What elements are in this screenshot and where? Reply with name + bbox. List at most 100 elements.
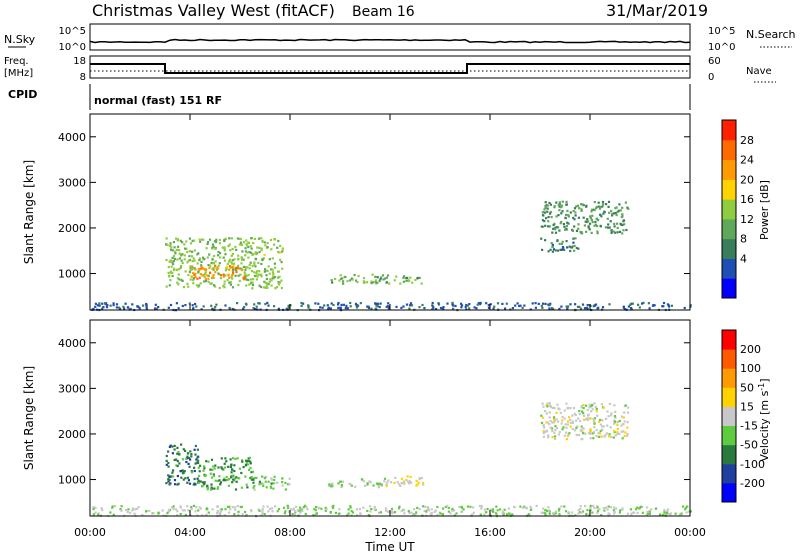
velocity-cell-6-85 <box>544 513 547 516</box>
power-cell-0-250 <box>210 282 213 285</box>
velocity-cell-6-54 <box>449 512 452 515</box>
power-cell-0-352 <box>188 250 191 253</box>
velocity-cell-6-299 <box>669 513 672 516</box>
power-cell-0-92 <box>260 273 263 276</box>
power-cell-0-41 <box>230 261 233 264</box>
velocity-cell-6-344 <box>472 506 475 509</box>
velocity-cell-0-39 <box>175 458 178 461</box>
velocity-cell-6-353 <box>478 504 482 508</box>
velocity-cell-1-97 <box>252 481 255 484</box>
velocity-cell-4-7 <box>422 481 425 484</box>
power-cell-3-33 <box>574 214 577 217</box>
velocity-cell-6-280 <box>137 506 140 509</box>
power-cell-1-35 <box>194 268 197 271</box>
velocity-cell-5-38 <box>561 415 564 419</box>
power-cell-5-74 <box>142 304 145 307</box>
power-cell-0-348 <box>170 260 173 263</box>
power-cell-5-233 <box>409 302 413 305</box>
velocity-cell-6-72 <box>270 507 274 510</box>
power-cell-3-174 <box>617 209 620 212</box>
power-cell-0-389 <box>223 239 226 243</box>
power-cell-5-296 <box>342 303 345 306</box>
power-cell-5-87 <box>154 307 157 310</box>
power-cell-2-45 <box>370 282 373 285</box>
velocity-cell-5-44 <box>616 431 619 434</box>
velocity-cell-6-391 <box>430 513 433 516</box>
power-cell-5-54 <box>122 305 125 308</box>
power-cell-3-158 <box>544 211 547 214</box>
velocity-cell-6-314 <box>379 511 382 514</box>
velocity-cell-6-171 <box>111 505 114 508</box>
power-cell-0-166 <box>198 238 201 241</box>
power-cell-0-404 <box>253 261 256 264</box>
power-cell-5-295 <box>395 305 398 308</box>
power-cell-0-298 <box>260 237 263 240</box>
velocity-cell-5-20 <box>595 429 598 432</box>
power-cell-0-345 <box>227 260 231 263</box>
velocity-cell-6-237 <box>579 505 582 508</box>
velocity-cell-6-446 <box>157 511 160 514</box>
velocity-cell-1-16 <box>231 481 234 484</box>
power-cell-3-133 <box>573 207 577 210</box>
velocity-cell-1-30 <box>252 477 255 480</box>
power-cell-0-320 <box>251 252 254 256</box>
power-cell-5-312 <box>593 304 596 307</box>
power-cell-3-144 <box>544 224 547 227</box>
velocity-cell-6-109 <box>511 513 514 517</box>
velocity-cell-0-66 <box>196 456 199 459</box>
velocity-cell-6-110 <box>684 508 687 511</box>
power-cell-0-140 <box>251 281 254 284</box>
velocity-cell-0-35 <box>167 461 170 465</box>
velocity-cell-5-211 <box>568 432 571 435</box>
power-cell-0-294 <box>250 247 253 250</box>
power-cell-3-181 <box>627 207 630 210</box>
velocity-cell-2-10 <box>273 478 276 481</box>
velocity-cell-6-9 <box>120 505 123 508</box>
power-cell-0-241 <box>277 270 280 273</box>
velocity-cell-2-27 <box>262 484 265 488</box>
power-cell-5-101 <box>94 305 97 308</box>
velocity-cell-1-6 <box>203 482 206 485</box>
power-cell-5-100 <box>666 303 669 306</box>
power-cell-4-24 <box>570 246 573 249</box>
velocity-cell-5-174 <box>597 431 600 435</box>
velocity-cell-5-120 <box>599 423 602 426</box>
power-cell-0-249 <box>243 274 246 277</box>
velocity-cell-6-285 <box>205 507 209 510</box>
velocity-cell-6-26 <box>176 514 179 517</box>
power-cell-0-98 <box>210 261 213 265</box>
velocity-cell-5-41 <box>571 427 574 431</box>
power-cell-0-116 <box>219 277 223 280</box>
velocity-cell-1-104 <box>210 483 213 486</box>
velocity-cell-5-60 <box>541 416 544 419</box>
power-cell-0-408 <box>200 260 203 263</box>
velocity-cell-1-111 <box>248 468 251 471</box>
power-cell-5-161 <box>668 305 671 308</box>
power-cell-0-101 <box>179 239 182 242</box>
power-cell-0-291 <box>245 274 248 277</box>
velocity-cell-6-365 <box>216 505 219 508</box>
power-cell-4-3 <box>551 243 554 246</box>
power-cell-5-240 <box>578 305 581 308</box>
power-cell-0-340 <box>233 258 236 261</box>
power-cell-0-79 <box>258 270 261 273</box>
velocity-cell-6-356 <box>132 507 135 510</box>
velocity-cell-0-70 <box>189 458 192 461</box>
power-cell-1-9 <box>229 265 232 268</box>
velocity-cell-6-335 <box>306 508 309 511</box>
power-cell-3-150 <box>553 228 557 231</box>
power-cell-0-17 <box>240 243 243 247</box>
power-cell-1-20 <box>231 274 234 277</box>
velocity-xtick-label-2: 08:00 <box>274 526 306 539</box>
power-cell-3-187 <box>602 212 605 215</box>
velocity-cell-6-308 <box>294 510 297 513</box>
velocity-cell-6-267 <box>441 513 444 516</box>
velocity-cell-6-20 <box>257 508 260 511</box>
power-cell-1-49 <box>219 274 223 277</box>
velocity-cell-6-189 <box>581 510 585 513</box>
velocity-cell-6-21 <box>541 507 545 510</box>
velocity-cell-6-216 <box>377 511 381 514</box>
velocity-cell-5-201 <box>583 414 586 417</box>
